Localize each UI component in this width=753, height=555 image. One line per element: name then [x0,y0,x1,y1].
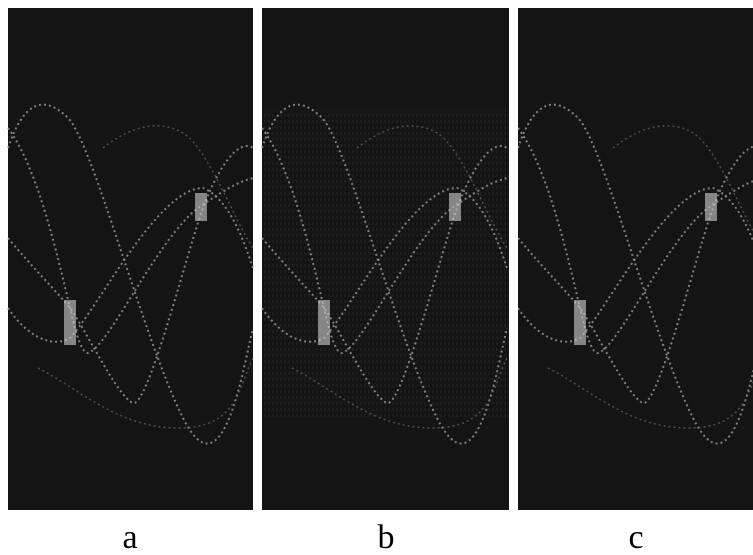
figure: a b c [0,0,753,555]
panel-label: a [122,519,137,555]
panel-background [8,8,253,510]
panel-label: c [628,519,643,555]
panel-texture [262,110,509,420]
panel-b [262,8,509,510]
page: a b c (() => { const data = JSON.parse(d… [0,0,753,555]
panel-background [518,8,753,510]
panel-label: b [378,519,395,555]
panel-c [518,8,753,510]
panel-a [8,8,253,510]
